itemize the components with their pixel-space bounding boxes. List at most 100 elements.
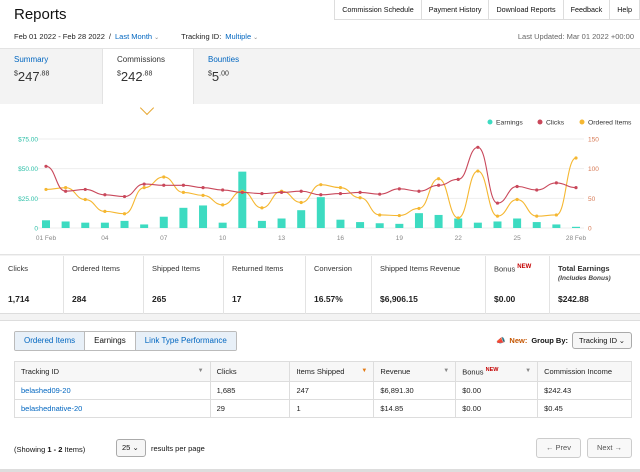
earnings-bar	[120, 220, 129, 228]
tracking-id-link[interactable]: belashednative-20	[21, 404, 83, 413]
chevron-down-icon: ⌄	[154, 35, 160, 41]
col-commission-income[interactable]: Commission Income	[537, 361, 632, 382]
date-preset-dropdown[interactable]: Last Month ⌄	[115, 32, 159, 41]
earnings-table: Tracking ID ▼ Clicks Items Shipped ▼ Reven…	[14, 361, 632, 418]
ordered-items-point	[319, 183, 323, 187]
tab-summary-value: $247.88	[14, 69, 50, 84]
y-right-tick-label: 100	[588, 166, 599, 173]
earnings-bar	[532, 222, 541, 228]
group-by-select[interactable]: Tracking ID ⌄	[572, 332, 632, 349]
earnings-bar	[238, 171, 247, 228]
metric-bonus: Bonus NEW $0.00	[486, 256, 550, 314]
clicks-point	[142, 182, 146, 186]
slash-separator: /	[108, 32, 111, 41]
tracking-id-dropdown[interactable]: Multiple ⌄	[225, 32, 258, 41]
metric-ordered-items: Ordered Items 284	[64, 256, 144, 314]
clicks-point	[436, 183, 441, 187]
x-tick-label: 07	[160, 235, 168, 242]
clicks-point	[162, 183, 166, 187]
clicks-point	[181, 183, 186, 187]
ordered-items-point	[515, 197, 519, 202]
metrics-row: Clicks 1,714 Ordered Items 284 Shipped Ite…	[0, 256, 640, 314]
clicks-point	[515, 184, 519, 189]
prev-button[interactable]: ← Prev	[535, 438, 581, 458]
col-items-shipped[interactable]: Items Shipped ▼	[289, 361, 375, 382]
tracking-id-link[interactable]: belashed09-20	[21, 386, 71, 395]
earnings-bar	[277, 218, 286, 228]
help-button[interactable]: Help	[610, 0, 640, 20]
commission-schedule-button[interactable]: Commission Schedule	[335, 0, 422, 20]
clicks-point	[64, 189, 68, 193]
cell-bonus: $0.00	[455, 381, 539, 400]
x-tick-label: 10	[219, 235, 227, 242]
ordered-items-point	[397, 213, 401, 218]
tab-earnings[interactable]: Earnings	[85, 332, 136, 350]
ordered-items-point	[378, 213, 382, 217]
payment-history-button[interactable]: Payment History	[422, 0, 490, 20]
next-button[interactable]: Next →	[586, 438, 632, 458]
cell-items-shipped: 247	[289, 381, 375, 400]
earnings-bar	[179, 207, 188, 228]
new-label: New:	[509, 336, 528, 345]
x-tick-label: 04	[101, 235, 109, 242]
tab-link-type-performance[interactable]: Link Type Performance	[135, 332, 236, 350]
top-nav: Commission Schedule Payment History Down…	[334, 0, 640, 20]
earnings-bar	[454, 218, 463, 228]
chevron-down-icon: ⌄	[132, 443, 139, 452]
clicks-point	[476, 145, 480, 149]
download-reports-button[interactable]: Download Reports	[489, 0, 564, 20]
ordered-items-point	[358, 196, 362, 200]
x-tick-label: 16	[337, 235, 345, 242]
clicks-line	[45, 146, 577, 204]
clicks-point	[279, 190, 284, 194]
cell-bonus: $0.00	[455, 399, 539, 418]
table-header-row: Tracking ID ▼ Clicks Items Shipped ▼ Reven…	[14, 361, 632, 382]
last-updated: Last Updated: Mar 01 2022 +00:00	[517, 32, 634, 41]
ordered-items-point	[103, 209, 107, 213]
clicks-point	[417, 189, 421, 193]
earnings-bar	[199, 205, 208, 228]
clicks-point	[554, 181, 558, 185]
earnings-bar	[414, 213, 423, 228]
x-tick-label: 13	[278, 235, 286, 242]
ordered-items-line	[45, 157, 577, 219]
metric-shipped-revenue: Shipped Items Revenue $6,906.15	[372, 256, 486, 314]
clicks-point	[535, 188, 539, 192]
earnings-bar	[552, 224, 561, 228]
clicks-point	[44, 164, 48, 168]
metric-returned-items: Returned Items 17	[224, 256, 306, 314]
ordered-items-point	[142, 186, 146, 190]
earnings-bar	[434, 214, 443, 228]
metric-total-earnings: Total Earnings (Includes Bonus) $242.88	[558, 264, 611, 304]
tab-ordered-items[interactable]: Ordered Items	[15, 332, 86, 350]
date-range: Feb 01 2022 - Feb 28 2022	[14, 32, 105, 41]
clicks-point	[378, 192, 382, 196]
table-footer: (Showing 1 - 2 Items) 25 ⌄ results per p…	[14, 438, 632, 462]
tab-bounties[interactable]: Bounties $5.00	[194, 49, 640, 104]
sort-icon: ▼	[197, 368, 204, 374]
y-left-tick-label: 0	[34, 226, 38, 233]
earnings-bar	[61, 221, 70, 228]
col-bonus[interactable]: Bonus NEW ▼	[455, 361, 539, 382]
feedback-button[interactable]: Feedback	[564, 0, 611, 20]
showing-count: (Showing 1 - 2 Items)	[14, 445, 86, 454]
header: Reports Commission Schedule Payment Hist…	[0, 0, 640, 48]
ordered-items-point	[554, 213, 558, 217]
tab-summary[interactable]: Summary $247.88	[0, 49, 102, 104]
clicks-point	[201, 186, 205, 190]
col-revenue[interactable]: Revenue ▼	[373, 361, 457, 382]
legend-marker	[579, 119, 585, 125]
col-tracking-id[interactable]: Tracking ID ▼	[14, 361, 211, 382]
col-clicks[interactable]: Clicks	[209, 361, 291, 382]
ordered-items-point	[476, 169, 480, 173]
cell-revenue: $6,891.30	[373, 381, 457, 400]
new-badge: NEW	[517, 264, 532, 270]
per-page-select[interactable]: 25 ⌄	[116, 439, 146, 457]
cell-clicks: 1,685	[209, 381, 291, 400]
ordered-items-point	[417, 206, 421, 211]
table-row: belashednative-20 29 1 $14.85 $0.00 $0.4…	[14, 399, 632, 418]
tab-commissions[interactable]: Commissions $242.88	[102, 49, 194, 104]
tracking-id-value: Multiple	[225, 32, 252, 41]
ordered-items-point	[495, 214, 500, 218]
earnings-bar	[159, 216, 168, 228]
